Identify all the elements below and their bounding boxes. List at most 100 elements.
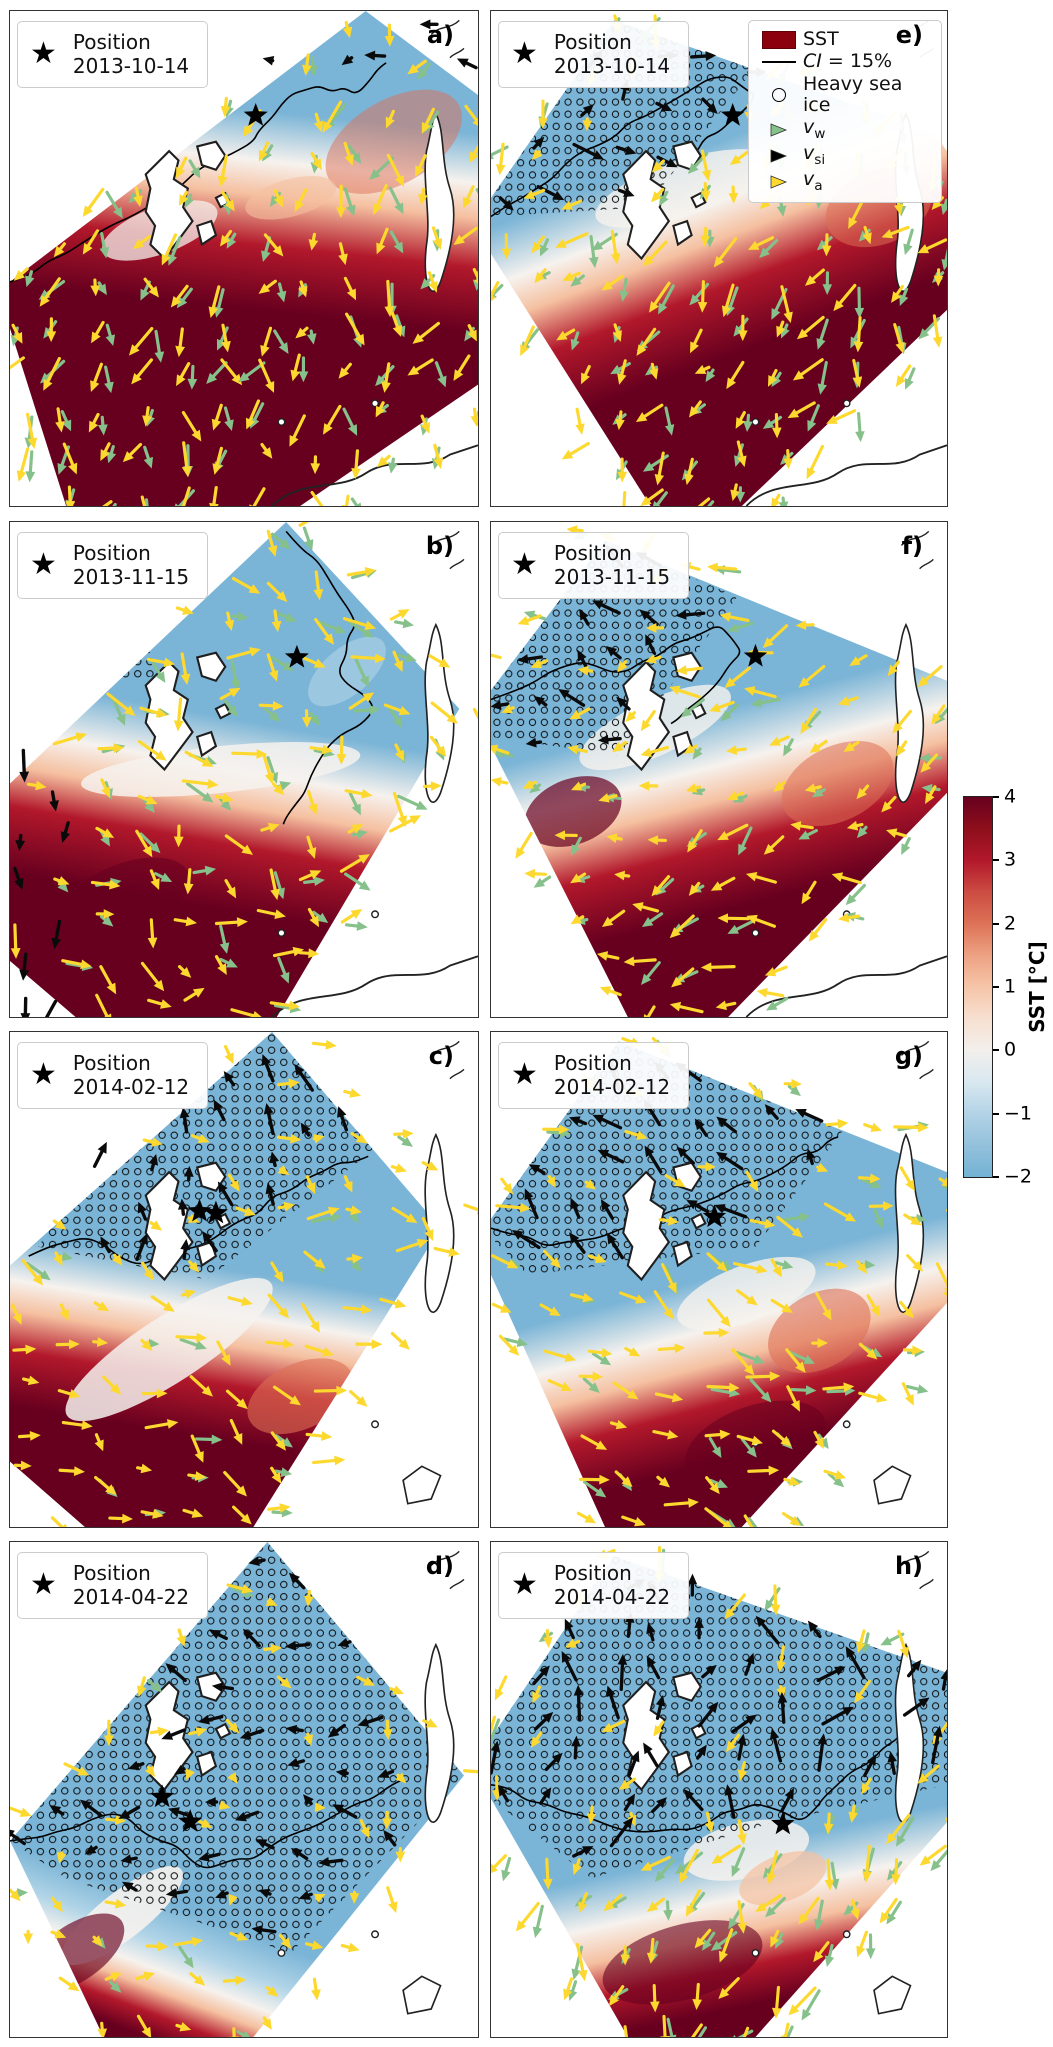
- position-star-icon: ★: [30, 1567, 57, 1603]
- position-label-box: ★ Position 2013-10-14: [498, 21, 690, 88]
- position-star-icon: ★: [511, 1057, 538, 1093]
- position-star-marker: [702, 1204, 727, 1228]
- velocity-arrows: [491, 525, 947, 1017]
- colorbar-tick-label: 0: [1004, 1038, 1017, 1061]
- corner-island: [873, 1975, 912, 2015]
- colorbar-tick: [993, 1112, 999, 1115]
- ci-contour-line: [10, 1779, 403, 1869]
- ci-contour-line: [491, 1136, 839, 1246]
- position-star-marker: [743, 643, 768, 667]
- position-star-icon: ★: [511, 36, 538, 72]
- legend-row: SST: [755, 28, 933, 50]
- position-label-title: Position: [553, 541, 632, 565]
- panel-letter: f): [901, 532, 923, 560]
- legend-label: vsi: [803, 142, 826, 168]
- position-label-box: ★ Position 2013-10-14: [17, 21, 209, 88]
- map-canvas-c: [10, 1032, 478, 1527]
- position-label-title: Position: [72, 1561, 151, 1585]
- colorbar-tick-label: 1: [1004, 975, 1017, 998]
- colorbar-tick: [993, 796, 999, 798]
- distant-coast-east: [424, 111, 455, 292]
- heavy-sea-ice-region: [491, 1556, 947, 1879]
- coastlines: [144, 530, 478, 1017]
- position-date: 2014-02-12: [553, 1075, 671, 1100]
- bottom-coastline: [271, 955, 478, 1017]
- velocity-arrows: [10, 1039, 478, 1527]
- panel-letter: c): [428, 1042, 454, 1070]
- legend-label: Heavy sea ice: [803, 72, 903, 116]
- tri-black-arrow-icon: [755, 148, 803, 164]
- panel-letter: h): [894, 1552, 923, 1580]
- velocity-arrows: [10, 522, 478, 1017]
- position-label-box: ★ Position 2014-04-22: [498, 1552, 690, 1619]
- bottom-coastline: [745, 955, 947, 1017]
- panel-e: ★ Position 2013-10-14 SST CI = 15% Heavy s…: [490, 10, 948, 507]
- map-canvas-h: [491, 1546, 947, 2037]
- legend-label: SST: [803, 28, 839, 50]
- distant-coast-east: [894, 1642, 925, 1823]
- bottom-coastline: [271, 444, 478, 506]
- position-star-marker: [243, 102, 268, 126]
- colorbar-tick-label: 3: [1004, 848, 1017, 871]
- velocity-arrows: [10, 19, 478, 506]
- position-label-box: ★ Position 2013-11-15: [17, 532, 209, 599]
- coastlines: [144, 19, 478, 506]
- map-legend: SST CI = 15% Heavy sea ice vw vsi va: [748, 20, 942, 204]
- panel-d: ★ Position 2014-04-22 d): [9, 1541, 479, 2038]
- ci-contour-line: [282, 530, 373, 825]
- panel-f: ★ Position 2013-11-15 f): [490, 521, 948, 1018]
- legend-row: vsi: [755, 143, 933, 168]
- colorbar-tick-label: −1: [1004, 1102, 1033, 1125]
- map-canvas-a: [10, 11, 478, 506]
- position-star-icon: ★: [30, 1057, 57, 1093]
- legend-row: CI = 15%: [755, 50, 933, 73]
- map-canvas-b: [10, 522, 478, 1017]
- contour-line-icon: [755, 60, 803, 63]
- legend-row: vw: [755, 116, 933, 142]
- heavy-sea-ice-icon: [755, 87, 803, 102]
- panel-letter: g): [894, 1042, 923, 1070]
- heavy-sea-ice-region: [10, 1542, 464, 1953]
- colorbar: SST [°C] 4 3 2 1 0 −1 −2: [963, 776, 1053, 1216]
- position-star-icon: ★: [30, 36, 57, 72]
- legend-label: CI = 15%: [803, 50, 893, 73]
- distant-coast-east: [424, 1132, 455, 1313]
- panel-a: ★ Position 2013-10-14 a): [9, 10, 479, 507]
- colorbar-tick: [993, 1176, 999, 1178]
- position-label-title: Position: [553, 30, 632, 54]
- position-label-box: ★ Position 2014-02-12: [17, 1042, 209, 1109]
- coastlines: [622, 1550, 934, 2015]
- position-label-title: Position: [553, 1561, 632, 1585]
- colorbar-tick: [993, 922, 999, 925]
- panel-letter: d): [425, 1552, 454, 1580]
- panel-letter: b): [425, 532, 454, 560]
- colorbar-gradient: [963, 796, 993, 1178]
- corner-island: [402, 1975, 442, 2015]
- bottom-coastline: [745, 444, 947, 506]
- position-label-title: Position: [72, 30, 151, 54]
- coastlines: [144, 1040, 465, 1505]
- position-label-box: ★ Position 2014-02-12: [498, 1042, 690, 1109]
- position-date: 2014-04-22: [72, 1585, 190, 1610]
- ci-contour-line: [491, 626, 741, 725]
- position-label-box: ★ Position 2014-04-22: [17, 1552, 209, 1619]
- legend-label: vw: [803, 116, 826, 142]
- sst-texture: [64, 636, 386, 934]
- position-date: 2014-04-22: [553, 1585, 671, 1610]
- position-label-title: Position: [553, 1051, 632, 1075]
- map-canvas-f: [491, 525, 947, 1017]
- colorbar-tick-label: −2: [1004, 1165, 1033, 1188]
- panel-h: ★ Position 2014-04-22 h): [490, 1541, 948, 2038]
- position-date: 2013-10-14: [72, 54, 190, 79]
- position-star-marker: [187, 1198, 212, 1222]
- panel-b: ★ Position 2013-11-15 b): [9, 521, 479, 1018]
- panel-letter: a): [426, 21, 454, 49]
- tri-yellow-arrow-icon: [755, 174, 803, 190]
- panel-c: ★ Position 2014-02-12 c): [9, 1031, 479, 1528]
- position-star-icon: ★: [30, 547, 57, 583]
- panel-g: ★ Position 2014-02-12 g): [490, 1031, 948, 1528]
- sst-patch-icon: [755, 30, 803, 49]
- position-label-title: Position: [72, 1051, 151, 1075]
- heavy-sea-ice-region: [38, 1032, 376, 1280]
- position-label-box: ★ Position 2013-11-15: [498, 532, 690, 599]
